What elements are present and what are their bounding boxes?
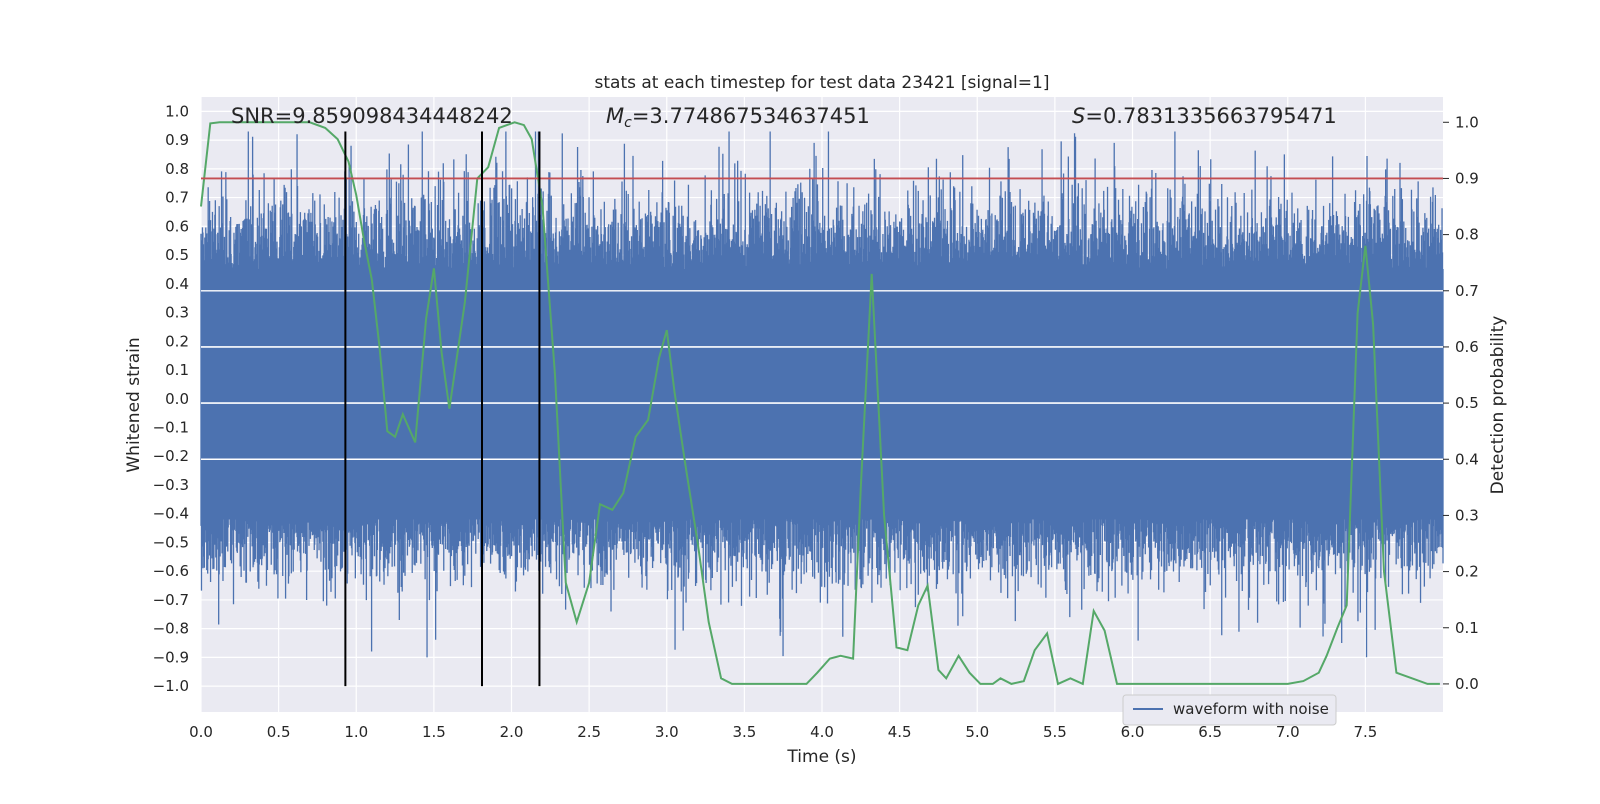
- x-tick-label: 4.0: [810, 723, 834, 741]
- chirp-mass-symbol: M: [606, 104, 624, 128]
- chirp-mass-annotation: Mc=3.774867534637451: [606, 104, 870, 131]
- y2-tick-label: 0.1: [1455, 619, 1479, 637]
- y-tick-label: −0.1: [153, 418, 189, 436]
- y-tick-label: −1.0: [153, 677, 189, 695]
- y-tick-label: 1.0: [165, 102, 189, 120]
- x-tick-label: 2.5: [577, 723, 601, 741]
- x-tick-label: 7.5: [1353, 723, 1377, 741]
- x-axis-label: Time (s): [786, 747, 856, 767]
- y2-tick-label: 1.0: [1455, 113, 1479, 131]
- y-tick-label: 0.5: [165, 246, 189, 264]
- x-tick-label: 7.0: [1276, 723, 1300, 741]
- y-tick-label: 0.0: [165, 390, 189, 408]
- y-tick-label: 0.8: [165, 160, 189, 178]
- y-tick-label: 0.4: [165, 275, 189, 293]
- y-tick-label: −0.9: [153, 648, 189, 666]
- x-tick-label: 3.0: [655, 723, 679, 741]
- y-tick-label: −0.6: [153, 562, 189, 580]
- probability-curve: [200, 121, 1440, 686]
- y-tick-label: 0.2: [165, 332, 189, 350]
- chart-title: stats at each timestep for test data 234…: [595, 73, 1050, 93]
- y-tick-label: 0.1: [165, 361, 189, 379]
- x-tick-label: 2.0: [500, 723, 524, 741]
- y-tick-label: 0.6: [165, 217, 189, 235]
- x-tick-label: 6.5: [1198, 723, 1222, 741]
- x-tick-label: 3.5: [732, 723, 756, 741]
- y2-tick-label: 0.7: [1455, 282, 1479, 300]
- waveform-series: [200, 131, 1444, 658]
- x-tick-label: 4.5: [888, 723, 912, 741]
- y2-axis-label: Detection probability: [1488, 316, 1508, 495]
- chirp-mass-value: =3.774867534637451: [632, 104, 870, 128]
- x-tick-label: 0.5: [267, 723, 291, 741]
- axis-ticks: 0.0 0.5 1.0 1.5 2.0 2.5 3.0 3.5 4.0 4.5 5.0 5.5 6.0 6…: [153, 102, 1479, 741]
- legend-label: waveform with noise: [1173, 700, 1329, 718]
- y2-tick-label: 0.9: [1455, 169, 1479, 187]
- legend: waveform with noise: [1122, 694, 1337, 726]
- y-tick-label: −0.3: [153, 476, 189, 494]
- y-tick-label: −0.2: [153, 447, 189, 465]
- y2-tick-label: 0.8: [1455, 226, 1479, 244]
- waveform-dense-band: [201, 298, 1443, 520]
- y-tick-label: 0.7: [165, 189, 189, 207]
- x-tick-label: 5.0: [965, 723, 989, 741]
- s-symbol: S: [1072, 104, 1085, 128]
- y2-tick-label: 0.3: [1455, 506, 1479, 524]
- y-axis-label: Whitened strain: [124, 337, 144, 472]
- snr-annotation: SNR=9.859098434448242: [231, 104, 513, 128]
- y-tick-label: −0.5: [153, 533, 189, 551]
- y-tick-label: −0.8: [153, 620, 189, 638]
- y2-tick-label: 0.4: [1455, 450, 1479, 468]
- x-tick-label: 1.0: [344, 723, 368, 741]
- s-value: =0.7831335663795471: [1085, 104, 1336, 128]
- chirp-mass-subscript: c: [624, 115, 632, 131]
- y2-tick-label: 0.5: [1455, 394, 1479, 412]
- y2-tick-label: 0.0: [1455, 675, 1479, 693]
- s-annotation: S=0.7831335663795471: [1072, 104, 1337, 128]
- legend-box: [1122, 694, 1337, 726]
- y2-tick-label: 0.6: [1455, 338, 1479, 356]
- x-tick-label: 5.5: [1043, 723, 1067, 741]
- y-tick-label: −0.7: [153, 591, 189, 609]
- y-tick-label: 0.3: [165, 304, 189, 322]
- y-tick-label: 0.9: [165, 131, 189, 149]
- reference-lines: [201, 131, 1443, 687]
- detection-probability-series: [200, 121, 1440, 686]
- y2-tick-label: 0.2: [1455, 563, 1479, 581]
- x-tick-label: 1.5: [422, 723, 446, 741]
- x-tick-label: 0.0: [189, 723, 213, 741]
- x-tick-label: 6.0: [1121, 723, 1145, 741]
- y-tick-label: −0.4: [153, 505, 189, 523]
